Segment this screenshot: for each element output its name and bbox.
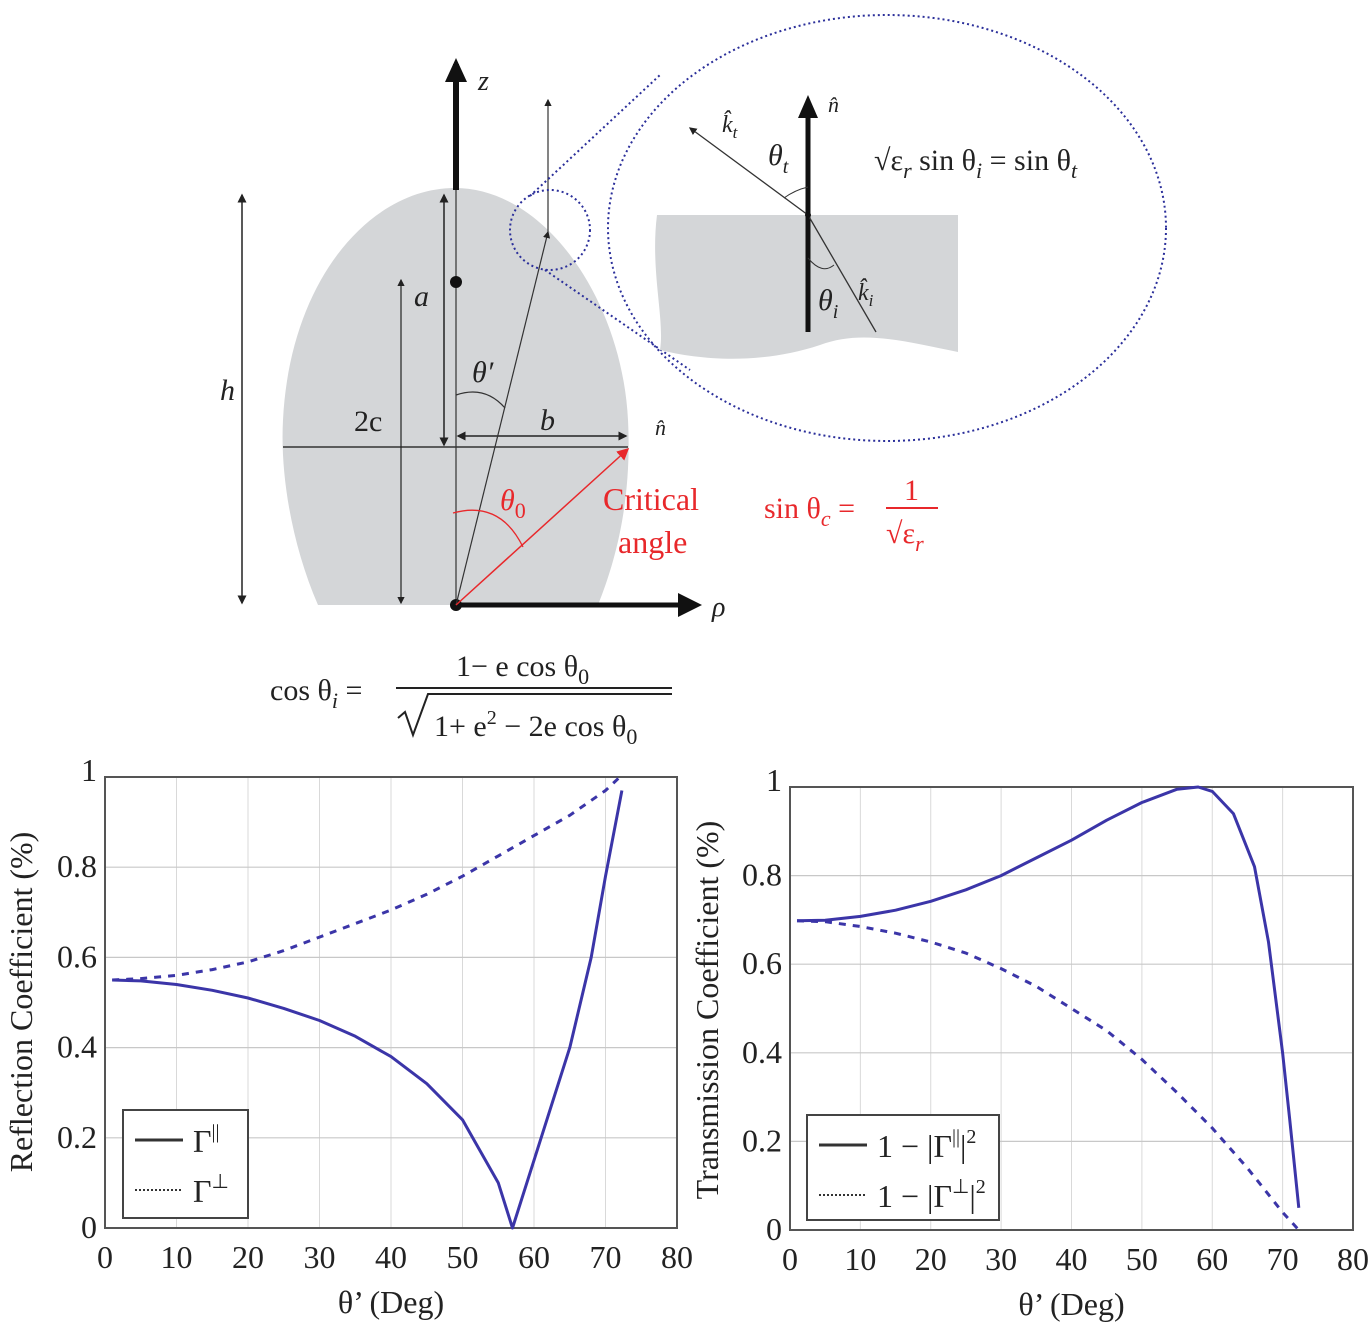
x-tick-label: 60 (1196, 1241, 1228, 1277)
snell-law-formula: √εr sin θi = sin θt (874, 144, 1078, 183)
svg-text:cos θi =: cos θi = (270, 674, 362, 713)
critical-label-line1: Critical (603, 481, 699, 517)
x-tick-label: 50 (1126, 1241, 1158, 1277)
critical-angle-ray (455, 447, 630, 606)
svg-text:sin θc =: sin θc = (764, 492, 855, 531)
n-hat-label: n̂ (655, 415, 666, 440)
y-tick-label: 0.2 (742, 1122, 782, 1158)
y-tick-label: 0.6 (57, 938, 97, 974)
critical-label-line2: angle (618, 524, 687, 560)
inset-detail: k̂t n̂ θt θi k̂i √εr sin θi = sin θt (655, 92, 1078, 359)
x-tick-label: 50 (447, 1239, 479, 1275)
svg-text:1− e cos θ0: 1− e cos θ0 (456, 650, 589, 689)
x-tick-label: 60 (518, 1239, 550, 1275)
y-tick-label: 0.2 (57, 1119, 97, 1155)
x-axis-label: θ’ (Deg) (1018, 1286, 1124, 1322)
series-line-parallel (796, 785, 1301, 1208)
2c-label: 2c (354, 405, 382, 438)
plot-frame (789, 786, 1354, 1231)
x-tick-label: 70 (1267, 1241, 1299, 1277)
a-label: a (414, 280, 429, 313)
y-tick-label: 0.4 (742, 1034, 782, 1070)
x-tick-label: 30 (985, 1241, 1017, 1277)
legend: Γ|| Γ⊥ (122, 1109, 249, 1219)
x-tick-label: 40 (375, 1239, 407, 1275)
series-line-perpendicular (796, 919, 1300, 1232)
x-axis-label: θ’ (Deg) (338, 1284, 444, 1320)
svg-text:k̂t: k̂t (722, 110, 739, 142)
y-tick-label: 1 (766, 762, 782, 798)
rho-label: ρ (711, 592, 725, 623)
ray-line (455, 230, 551, 606)
y-axis-label: Transmission Coefficient (%) (689, 821, 725, 1200)
y-tick-label: 1 (81, 752, 97, 788)
legend: 1 − |Γ|||2 1 − |Γ⊥|2 (806, 1114, 1000, 1221)
legend-label: 1 − |Γ|||2 (877, 1126, 976, 1164)
x-tick-label: 0 (782, 1241, 798, 1277)
svg-text:θt: θt (768, 139, 789, 178)
x-tick-label: 40 (1056, 1241, 1088, 1277)
critical-angle-formula: sin θc = 1 √εr (764, 474, 938, 556)
x-tick-label: 0 (97, 1239, 113, 1275)
svg-text:n̂: n̂ (828, 92, 839, 117)
y-tick-label: 0.4 (57, 1029, 97, 1065)
focus-point (450, 276, 462, 288)
y-axis-label: Reflection Coefficient (%) (3, 832, 39, 1173)
zoom-callout (509, 14, 1167, 442)
y-tick-label: 0.6 (742, 945, 782, 981)
z-label: z (477, 66, 489, 97)
legend-label: Γ⊥ (193, 1171, 229, 1209)
legend-label: Γ|| (193, 1121, 220, 1159)
y-tick-label: 0 (81, 1209, 97, 1245)
theta0-label: θ0 (500, 484, 526, 523)
x-tick-label: 70 (590, 1239, 622, 1275)
x-tick-label: 10 (161, 1239, 193, 1275)
x-tick-label: 80 (1337, 1241, 1369, 1277)
svg-text:1: 1 (904, 474, 919, 507)
x-tick-label: 20 (232, 1239, 264, 1275)
h-label: h (220, 374, 235, 407)
transmission-chart: 0 10 20 30 40 50 60 70 80 0 0.2 0.4 0.6 0.8 1 θ’ (Deg) T… (689, 762, 1369, 1322)
x-tick-label: 80 (661, 1239, 693, 1275)
reflection-chart: 0 10 20 30 40 50 60 70 80 0 0.2 0.4 0.6 0.8 1 θ’ (Deg) R… (3, 752, 693, 1320)
cos-theta-i-formula: cos θi = 1− e cos θ0 1+ e2 − 2e cos θ0 (270, 650, 672, 749)
svg-text:1+ e2 − 2e cos θ0: 1+ e2 − 2e cos θ0 (434, 707, 637, 749)
series-line-perpendicular (112, 775, 621, 982)
series-line-parallel (112, 790, 624, 1230)
x-tick-label: 30 (304, 1239, 336, 1275)
y-tick-label: 0.8 (57, 848, 97, 884)
legend-box (806, 1114, 1000, 1221)
svg-text:k̂i: k̂i (858, 278, 874, 310)
svg-text:√εr: √εr (886, 517, 924, 556)
theta-prime-label: θ′ (472, 356, 494, 389)
x-tick-label: 10 (844, 1241, 876, 1277)
x-tick-label: 20 (915, 1241, 947, 1277)
svg-text:θi: θi (818, 284, 838, 323)
legend-label: 1 − |Γ⊥|2 (877, 1176, 986, 1214)
y-tick-label: 0 (766, 1211, 782, 1247)
b-label: b (540, 404, 555, 437)
legend-box (122, 1109, 249, 1219)
plot-frame (104, 776, 678, 1229)
y-tick-label: 0.8 (742, 857, 782, 893)
